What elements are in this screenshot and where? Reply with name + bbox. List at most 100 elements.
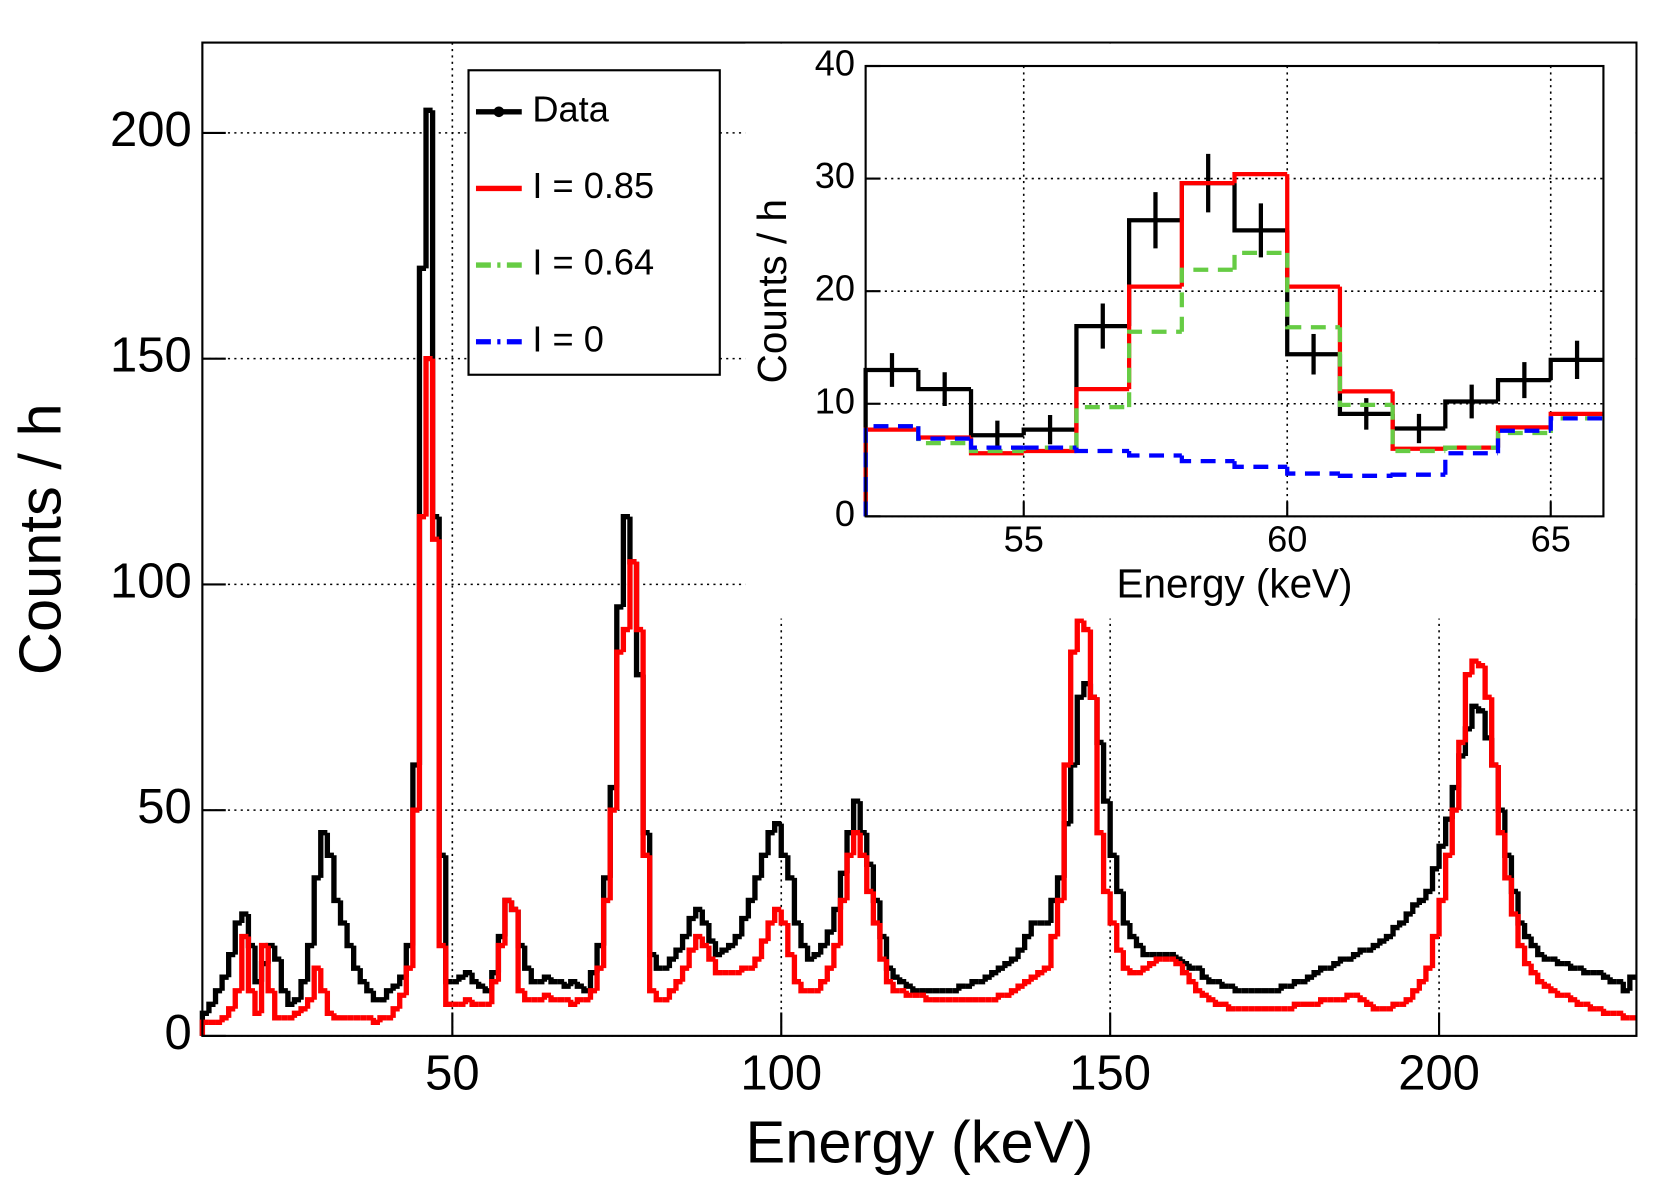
histogram-bin [1390,1001,1400,1009]
histogram-bin [1002,960,1012,969]
histogram-bin [1074,405,1130,448]
x-axis-label: Energy (keV) [745,1108,1093,1175]
y-tick-label: 20 [815,268,855,309]
histogram-bin [1502,832,1512,881]
x-tick-label: 200 [1398,1046,1480,1100]
histogram-bin [1396,920,1407,928]
histogram-bin [1495,377,1551,402]
histogram-bin [1475,661,1486,669]
histogram-bin [725,942,736,951]
histogram-bin [1114,855,1124,895]
histogram-bin [791,954,801,985]
histogram-bin [1521,923,1532,940]
histogram-bin [337,900,348,926]
histogram-bin [1581,968,1591,976]
histogram-bin [1436,843,1446,869]
histogram-bin [324,832,334,858]
histogram-bin [232,988,242,1009]
histogram-bin [1410,988,1420,1000]
histogram-bin [995,992,1005,1000]
histogram-bin [686,947,696,969]
histogram-bin [956,983,966,991]
histogram-bin [1291,1001,1301,1009]
histogram-bin [548,977,558,985]
histogram-bin [653,954,663,971]
histogram-bin [416,513,427,811]
histogram-bin [574,981,584,989]
histogram-bin [298,979,308,1000]
histogram-bin [870,891,880,926]
histogram-bin [1291,979,1301,987]
histogram-bin [568,999,578,1007]
histogram-bin [528,968,538,985]
histogram-bin [968,389,1024,438]
histogram-bin [1041,965,1051,973]
histogram-bin [291,997,302,1005]
histogram-bin [1127,968,1137,976]
histogram-bin [1186,963,1196,971]
histogram-bin [462,970,473,978]
y-tick-label: 10 [815,380,855,421]
histogram-bin [318,830,328,878]
histogram-bin [1383,933,1394,942]
histogram-bin [1114,923,1124,953]
histogram-bin [1193,981,1203,994]
histogram-bin [239,911,249,924]
histogram-bin [923,995,933,1003]
histogram-bin [620,626,630,653]
x-tick-label: 150 [1069,1046,1151,1100]
histogram-bin [311,875,321,946]
histogram-bin [1068,649,1078,765]
histogram-bin [1350,951,1361,960]
legend-marker [493,106,505,118]
histogram-bin [1127,923,1137,940]
x-tick-label: 60 [1267,518,1307,559]
histogram-bin [1054,897,1065,937]
histogram-bin [640,629,650,858]
y-tick-label: 30 [815,155,855,196]
histogram-bin [706,923,716,944]
histogram-bin [1443,451,1499,475]
histogram-bin [548,995,558,1003]
y-axis-label: Counts / h [749,199,795,383]
histogram-bin [1035,970,1045,978]
histogram-bin [1337,473,1393,478]
histogram-bin [1357,995,1367,1003]
histogram-bin [1173,959,1183,967]
histogram-bin [614,649,624,811]
histogram-bin [1094,697,1104,836]
legend-label: Data [532,88,609,129]
histogram-bin [989,970,999,978]
histogram-bin [600,897,611,969]
histogram-bin [1627,974,1637,991]
histogram-bin [1021,979,1032,987]
histogram-bin [1048,933,1058,969]
histogram-bin [712,941,723,958]
histogram-bin [890,981,900,994]
histogram-bin [1508,877,1519,917]
histogram-bin [607,807,617,901]
histogram-bin [1416,979,1426,991]
histogram-bin [1495,428,1551,454]
histogram-bin [765,830,775,856]
histogram-bin [1443,399,1499,429]
histogram-bin [1331,960,1341,969]
histogram-bin [311,965,321,1000]
histogram-bin [1140,965,1150,973]
histogram-bin [968,438,1024,450]
histogram-bin [429,358,440,542]
histogram-bin [1528,963,1538,976]
x-axis-label: Energy (keV) [1117,560,1353,606]
histogram-bin [1429,866,1440,892]
legend-label: I = 0.64 [532,242,654,283]
histogram-bin [1541,954,1551,962]
histogram-bin [1206,977,1216,985]
histogram-bin [1377,938,1387,946]
histogram-bin [758,938,769,960]
histogram-bin [1021,933,1032,951]
histogram-bin [1620,981,1630,994]
x-tick-label: 50 [425,1046,479,1100]
histogram-bin [1021,427,1077,436]
histogram-bin [1015,947,1025,960]
